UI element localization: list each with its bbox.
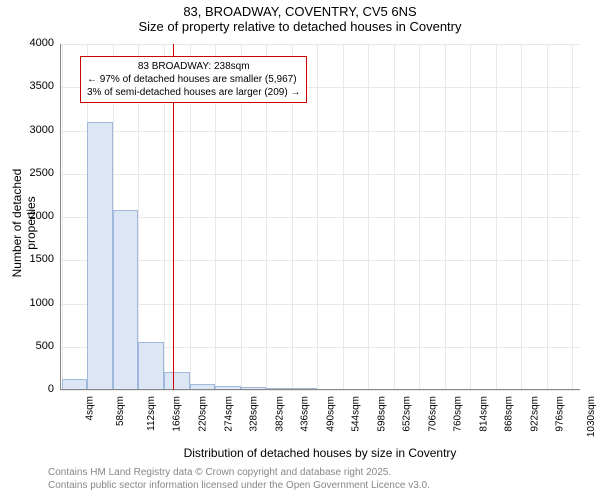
xtick-label: 112sqm <box>146 396 157 431</box>
gridline-vertical <box>394 44 395 390</box>
histogram-bar <box>164 372 190 390</box>
histogram-bar <box>113 210 139 390</box>
xtick-label: 166sqm <box>172 396 183 432</box>
gridline-vertical <box>496 44 497 390</box>
xtick-label: 652sqm <box>402 396 413 432</box>
chart-container: 83, BROADWAY, COVENTRY, CV5 6NS Size of … <box>0 0 600 500</box>
xtick-label: 436sqm <box>300 396 311 432</box>
histogram-bar <box>138 342 164 390</box>
xtick-label: 814sqm <box>478 396 489 432</box>
ytick-label: 3500 <box>20 80 54 92</box>
info-box-line3: 3% of semi-detached houses are larger (2… <box>87 86 300 99</box>
ytick-label: 2000 <box>20 210 54 222</box>
xtick-label: 274sqm <box>223 396 234 432</box>
ytick-label: 3000 <box>20 124 54 136</box>
ytick-label: 4000 <box>20 37 54 49</box>
gridline-vertical <box>445 44 446 390</box>
attribution-text: Contains HM Land Registry data © Crown c… <box>48 466 430 492</box>
xtick-label: 4sqm <box>84 396 95 420</box>
gridline-horizontal <box>60 390 580 391</box>
chart-title-line2: Size of property relative to detached ho… <box>0 19 600 34</box>
attribution-line2: Contains public sector information licen… <box>48 479 430 492</box>
chart-title-block: 83, BROADWAY, COVENTRY, CV5 6NS Size of … <box>0 0 600 34</box>
ytick-label: 1000 <box>20 297 54 309</box>
y-axis-line <box>60 44 61 390</box>
xtick-label: 706sqm <box>427 396 438 432</box>
ytick-label: 0 <box>20 383 54 395</box>
gridline-vertical <box>470 44 471 390</box>
xtick-label: 976sqm <box>555 396 566 432</box>
xtick-label: 490sqm <box>325 396 336 432</box>
gridline-vertical <box>572 44 573 390</box>
x-axis-label: Distribution of detached houses by size … <box>60 446 580 460</box>
xtick-label: 220sqm <box>198 396 209 432</box>
attribution-line1: Contains HM Land Registry data © Crown c… <box>48 466 430 479</box>
property-info-box: 83 BROADWAY: 238sqm← 97% of detached hou… <box>80 56 307 103</box>
xtick-label: 598sqm <box>376 396 387 432</box>
gridline-vertical <box>368 44 369 390</box>
gridline-vertical <box>521 44 522 390</box>
chart-title-line1: 83, BROADWAY, COVENTRY, CV5 6NS <box>0 4 600 19</box>
info-box-line2: ← 97% of detached houses are smaller (5,… <box>87 73 300 86</box>
gridline-vertical <box>317 44 318 390</box>
gridline-vertical <box>62 44 63 390</box>
xtick-label: 328sqm <box>249 396 260 432</box>
xtick-label: 760sqm <box>453 396 464 432</box>
gridline-vertical <box>419 44 420 390</box>
ytick-label: 2500 <box>20 167 54 179</box>
info-box-line1: 83 BROADWAY: 238sqm <box>87 60 300 73</box>
xtick-label: 868sqm <box>504 396 515 432</box>
x-axis-line <box>60 389 580 390</box>
xtick-label: 922sqm <box>529 396 540 432</box>
xtick-label: 544sqm <box>351 396 362 432</box>
xtick-label: 382sqm <box>274 396 285 432</box>
xtick-label: 58sqm <box>115 396 126 426</box>
gridline-vertical <box>343 44 344 390</box>
ytick-label: 500 <box>20 340 54 352</box>
gridline-vertical <box>547 44 548 390</box>
xtick-label: 1030sqm <box>586 396 597 437</box>
histogram-bar <box>87 122 113 390</box>
ytick-label: 1500 <box>20 253 54 265</box>
